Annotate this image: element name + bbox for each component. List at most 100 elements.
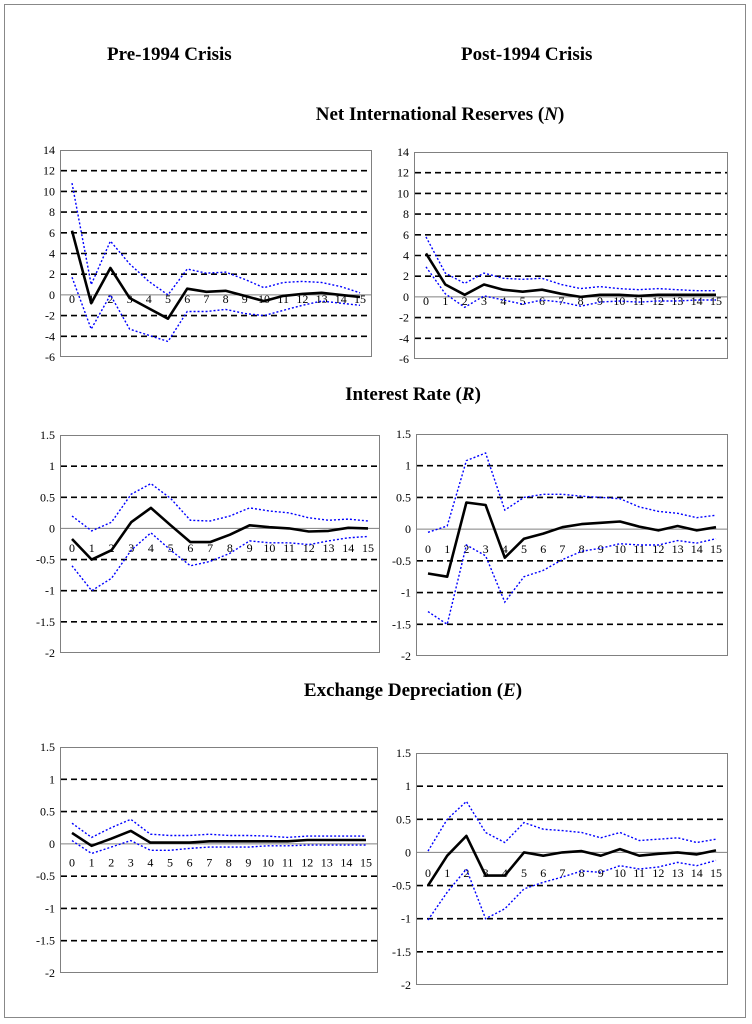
- lower-band-line: [427, 538, 717, 626]
- upper-band-line: [71, 182, 361, 296]
- section-title-depreciation: Exchange Depreciation (E): [303, 680, 523, 701]
- x-tick-label: 11: [277, 292, 289, 306]
- y-tick-label: 1.5: [396, 427, 411, 441]
- x-tick-label: 3: [481, 294, 487, 308]
- x-tick-label: 7: [203, 292, 209, 306]
- x-tick-label: 3: [128, 541, 134, 555]
- x-tick-label: 13: [672, 866, 684, 880]
- x-tick-label: 5: [521, 542, 527, 556]
- x-tick-label: 3: [483, 542, 489, 556]
- y-tick-label: -6: [399, 352, 409, 366]
- y-tick-label: 10: [43, 184, 55, 198]
- x-tick-label: 0: [69, 541, 75, 555]
- y-tick-label: 6: [49, 226, 55, 240]
- x-tick-label: 15: [710, 866, 722, 880]
- x-tick-label: 10: [614, 542, 626, 556]
- x-tick-label: 4: [148, 541, 154, 555]
- y-tick-label: 2: [49, 267, 55, 281]
- x-tick-label: 15: [354, 292, 366, 306]
- x-tick-label: 6: [187, 541, 193, 555]
- section-title-interest: Interest Rate (R): [345, 384, 481, 405]
- lower-band-line: [71, 277, 361, 343]
- y-tick-label: -0.5: [392, 554, 411, 568]
- x-tick-label: 6: [540, 866, 546, 880]
- x-tick-label: 9: [597, 294, 603, 308]
- x-tick-label: 14: [691, 542, 703, 556]
- section-title-reserves: Net International Reserves (N): [315, 104, 565, 125]
- y-tick-label: 12: [43, 164, 55, 178]
- y-tick-label: 0: [405, 522, 411, 536]
- x-tick-label: 14: [342, 541, 354, 555]
- x-tick-label: 2: [463, 866, 469, 880]
- y-tick-label: -0.5: [36, 869, 55, 883]
- x-tick-label: 14: [691, 294, 703, 308]
- y-tick-label: 1: [405, 459, 411, 473]
- x-tick-label: 10: [262, 856, 274, 870]
- x-tick-label: 10: [258, 292, 270, 306]
- x-tick-label: 12: [652, 866, 664, 880]
- y-tick-label: 6: [403, 228, 409, 242]
- x-tick-label: 6: [539, 294, 545, 308]
- x-tick-label: 11: [282, 856, 294, 870]
- x-tick-label: 7: [206, 856, 212, 870]
- plot-area: [60, 747, 378, 973]
- y-tick-label: 1: [405, 779, 411, 793]
- y-tick-label: 0: [49, 837, 55, 851]
- x-tick-label: 1: [442, 294, 448, 308]
- y-tick-label: -2: [45, 966, 55, 980]
- y-tick-label: 1: [49, 459, 55, 473]
- point-estimate-line: [424, 252, 716, 299]
- y-tick-label: -1.5: [392, 617, 411, 631]
- lower-band-line: [71, 839, 366, 855]
- x-tick-label: 11: [633, 294, 645, 308]
- x-tick-label: 1: [89, 856, 95, 870]
- x-tick-label: 5: [168, 541, 174, 555]
- x-tick-label: 15: [710, 294, 722, 308]
- x-tick-label: 6: [187, 856, 193, 870]
- point-estimate-line: [427, 501, 717, 578]
- x-tick-label: 7: [558, 294, 564, 308]
- y-tick-label: 0.5: [396, 490, 411, 504]
- x-tick-label: 11: [283, 541, 295, 555]
- y-tick-label: -2: [399, 311, 409, 325]
- upper-band-line: [427, 800, 717, 852]
- x-tick-label: 9: [247, 541, 253, 555]
- y-tick-label: -1: [401, 586, 411, 600]
- x-tick-label: 4: [502, 542, 508, 556]
- y-tick-label: -4: [45, 329, 55, 343]
- x-tick-label: 8: [578, 294, 584, 308]
- y-tick-label: 1: [49, 772, 55, 786]
- x-tick-label: 1: [444, 542, 450, 556]
- y-tick-label: 0: [403, 290, 409, 304]
- y-tick-label: 12: [397, 166, 409, 180]
- y-tick-label: 1.5: [396, 746, 411, 760]
- point-estimate-line: [71, 506, 369, 561]
- point-estimate-line: [71, 829, 366, 848]
- y-tick-label: -1.5: [36, 934, 55, 948]
- x-tick-label: 5: [165, 292, 171, 306]
- x-tick-label: 2: [462, 294, 468, 308]
- x-tick-label: 8: [579, 542, 585, 556]
- y-tick-label: -1: [401, 912, 411, 926]
- y-tick-label: 4: [49, 247, 55, 261]
- y-tick-label: -2: [401, 649, 411, 663]
- y-tick-label: 8: [403, 207, 409, 221]
- y-tick-label: 0: [49, 288, 55, 302]
- y-tick-label: -1.5: [392, 945, 411, 959]
- x-tick-label: 7: [207, 541, 213, 555]
- x-tick-label: 5: [520, 294, 526, 308]
- x-tick-label: 10: [263, 541, 275, 555]
- x-tick-label: 13: [323, 541, 335, 555]
- x-tick-label: 8: [223, 292, 229, 306]
- x-tick-label: 15: [710, 542, 722, 556]
- y-tick-label: 8: [49, 205, 55, 219]
- chart-interest-post: -2-1.5-1-0.500.511.50 1 2 3 4 5 6 7 8 9 10 11 12 13 14…: [392, 427, 728, 663]
- lower-band-line: [425, 266, 716, 309]
- x-tick-label: 0: [69, 292, 75, 306]
- x-tick-label: 13: [321, 856, 333, 870]
- plot-area: [60, 435, 380, 653]
- point-estimate-line: [426, 834, 717, 887]
- x-tick-label: 4: [500, 294, 506, 308]
